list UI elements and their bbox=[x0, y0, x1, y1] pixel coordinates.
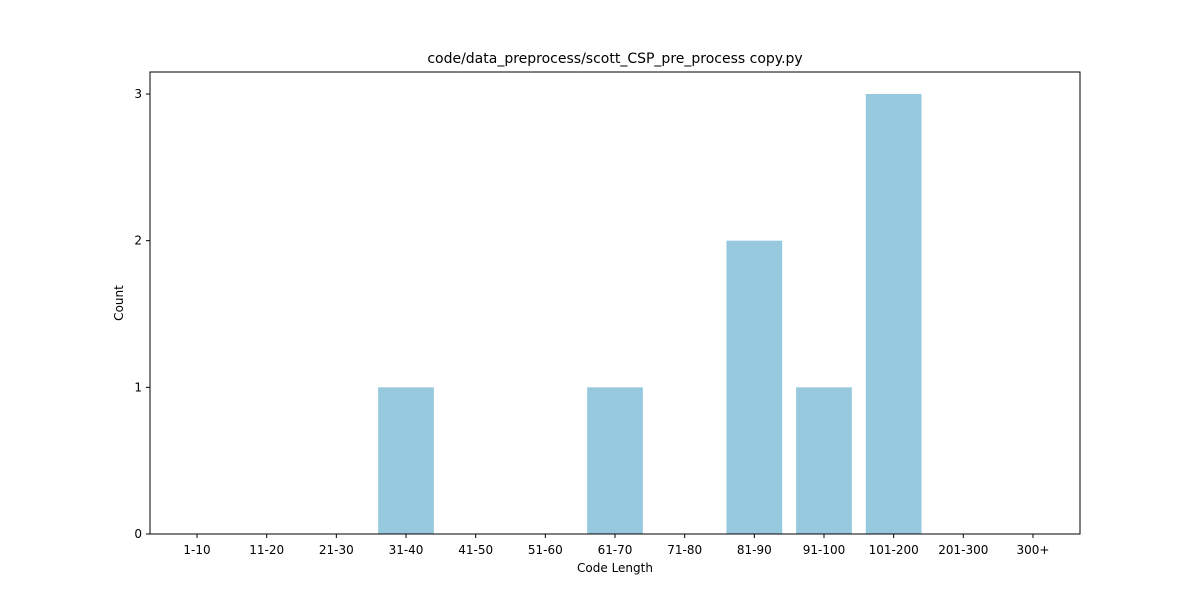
x-tick-label: 71-80 bbox=[667, 543, 702, 557]
x-tick-label: 1-10 bbox=[183, 543, 210, 557]
y-tick-label: 0 bbox=[134, 527, 142, 541]
x-tick-label: 31-40 bbox=[389, 543, 424, 557]
bar-31-40 bbox=[378, 387, 434, 534]
x-axis-ticks: 1-10 11-20 21-30 31-40 41-50 51-60 61-70 71-80 8… bbox=[183, 534, 1049, 557]
bar-61-70 bbox=[587, 387, 643, 534]
bars-group bbox=[378, 94, 922, 534]
chart-title: code/data_preprocess/scott_CSP_pre_proce… bbox=[427, 51, 802, 67]
bar-81-90 bbox=[726, 240, 783, 534]
x-tick-label: 21-30 bbox=[319, 543, 354, 557]
y-tick-label: 3 bbox=[134, 87, 142, 101]
x-tick-label: 11-20 bbox=[249, 543, 284, 557]
x-axis-label: Code Length bbox=[577, 561, 653, 575]
bar-101-200 bbox=[865, 94, 922, 534]
y-tick-label: 2 bbox=[134, 234, 142, 248]
bar-91-100 bbox=[796, 387, 852, 534]
x-tick-label: 41-50 bbox=[458, 543, 493, 557]
y-axis-label: Count bbox=[112, 285, 126, 321]
x-tick-label: 300+ bbox=[1016, 543, 1049, 557]
x-tick-label: 91-100 bbox=[803, 543, 846, 557]
y-tick-label: 1 bbox=[134, 380, 142, 394]
x-tick-label: 61-70 bbox=[598, 543, 633, 557]
x-tick-label: 201-300 bbox=[938, 543, 988, 557]
x-tick-label: 51-60 bbox=[528, 543, 563, 557]
y-axis-ticks: 0 1 2 3 bbox=[134, 87, 150, 541]
x-tick-label: 81-90 bbox=[737, 543, 772, 557]
x-tick-label: 101-200 bbox=[869, 543, 919, 557]
